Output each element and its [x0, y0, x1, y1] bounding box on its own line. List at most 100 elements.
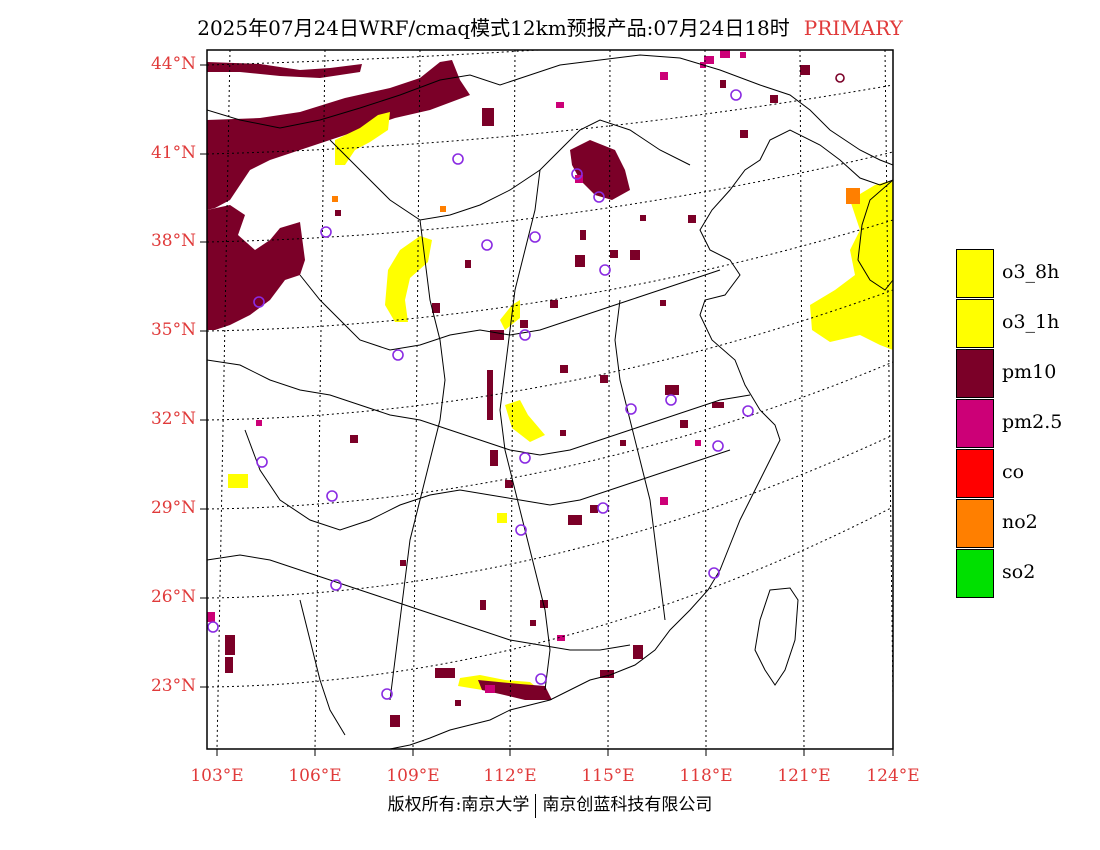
station-marker: [535, 673, 547, 685]
station-marker: [599, 264, 611, 276]
legend-item-o3-8h: o3_8h: [956, 249, 1100, 299]
lat-label-29n: 29°N: [150, 498, 196, 518]
axis-ticks: [200, 64, 894, 756]
longitude-gridlines: [216, 50, 893, 749]
station-marker: [625, 403, 637, 415]
legend-swatch: [956, 249, 994, 298]
footer-left: 版权所有:南京大学: [387, 795, 530, 815]
station-marker: [519, 329, 531, 341]
o3-region-east-sea: [810, 180, 893, 350]
legend-label: no2: [1002, 511, 1038, 533]
lat-label-41n: 41°N: [150, 143, 196, 163]
legend-swatch: [956, 449, 994, 498]
o3-region-inner-mongolia: [335, 112, 390, 165]
province-border-a: [329, 119, 691, 221]
station-markers: [207, 73, 845, 700]
station-marker: [392, 349, 404, 361]
lat-label-26n: 26°N: [150, 587, 196, 607]
station-marker: [712, 440, 724, 452]
map-title: 2025年07月24日WRF/cmaq模式12km预报产品:07月24日18时 P…: [0, 12, 1100, 41]
station-marker: [571, 168, 583, 180]
legend-label: pm10: [1002, 361, 1057, 383]
footer-right: 南京创蓝科技有限公司: [542, 795, 713, 815]
footer-separator: [535, 793, 537, 818]
station-marker: [481, 239, 493, 251]
legend-item-o3-1h: o3_1h: [956, 299, 1100, 349]
province-border-f: [499, 169, 551, 691]
station-marker: [381, 688, 393, 700]
no2-patch-east: [846, 188, 860, 204]
no2-patch-northwest: [332, 196, 338, 202]
station-marker: [207, 621, 219, 633]
title-text: 2025年07月24日WRF/cmaq模式12km预报产品:07月24日18时: [197, 16, 790, 40]
legend-label: o3_1h: [1002, 311, 1060, 333]
legend-item-no2: no2: [956, 499, 1100, 549]
legend-item-co: co: [956, 449, 1100, 499]
station-marker: [515, 524, 527, 536]
lat-label-23n: 23°N: [150, 676, 196, 696]
province-border-i: [299, 599, 346, 736]
station-marker: [330, 579, 342, 591]
station-marker: [665, 394, 677, 406]
lon-label-118e: 118°E: [679, 766, 733, 786]
o3-patch-hunan: [497, 513, 507, 523]
copyright-footer: 版权所有:南京大学 南京创蓝科技有限公司: [0, 790, 1100, 818]
lon-label-103e: 103°E: [190, 766, 244, 786]
station-marker: [320, 226, 332, 238]
province-border-c: [299, 269, 721, 351]
title-tag: PRIMARY: [803, 16, 903, 40]
legend-item-pm25: pm2.5: [956, 399, 1100, 449]
map-background: [207, 50, 893, 749]
lon-label-106e: 106°E: [288, 766, 342, 786]
station-marker: [253, 296, 265, 308]
province-border-h: [244, 429, 731, 531]
station-marker: [708, 567, 720, 579]
station-marker: [593, 191, 605, 203]
legend-swatch: [956, 399, 994, 448]
lat-label-35n: 35°N: [150, 320, 196, 340]
pm10-region-guangzhou: [478, 680, 552, 700]
legend-swatch: [956, 499, 994, 548]
province-border-g: [614, 299, 666, 621]
national-border-north: [207, 54, 893, 166]
legend-swatch: [956, 349, 994, 398]
map-frame: [206, 49, 894, 750]
pm10-region-beijing: [570, 140, 630, 200]
lon-label-115e: 115°E: [581, 766, 635, 786]
lat-label-32n: 32°N: [150, 409, 196, 429]
lon-label-124e: 124°E: [866, 766, 920, 786]
station-marker: [326, 490, 338, 502]
o3-patch-sichuan: [228, 474, 248, 488]
lat-label-38n: 38°N: [150, 231, 196, 251]
lon-label-109e: 109°E: [386, 766, 440, 786]
province-border-e: [389, 219, 446, 701]
pm10-scattered-patches: [225, 65, 810, 727]
lat-label-44n: 44°N: [150, 54, 196, 74]
pm10-region-northwest: [207, 60, 470, 210]
legend-label: pm2.5: [1002, 411, 1063, 433]
pm10-region-west: [207, 205, 305, 330]
station-marker: [835, 73, 845, 83]
station-marker: [256, 456, 268, 468]
o3-region-henan: [500, 300, 520, 330]
o3-region-ningxia: [385, 236, 432, 322]
station-marker: [730, 89, 742, 101]
lon-label-121e: 121°E: [777, 766, 831, 786]
station-marker: [597, 502, 609, 514]
legend-swatch: [956, 549, 994, 598]
legend-label: so2: [1002, 561, 1036, 583]
station-marker: [529, 231, 541, 243]
lon-label-112e: 112°E: [483, 766, 537, 786]
station-marker: [452, 153, 464, 165]
no2-patch-north: [440, 206, 446, 212]
coastline: [389, 129, 893, 749]
legend-swatch: [956, 299, 994, 348]
station-marker: [742, 405, 754, 417]
legend-item-pm10: pm10: [956, 349, 1100, 399]
pm10-region-top: [207, 62, 362, 78]
o3-region-wuhan: [505, 400, 545, 442]
legend-item-so2: so2: [956, 549, 1100, 599]
station-marker: [519, 452, 531, 464]
province-border-d: [207, 554, 631, 651]
